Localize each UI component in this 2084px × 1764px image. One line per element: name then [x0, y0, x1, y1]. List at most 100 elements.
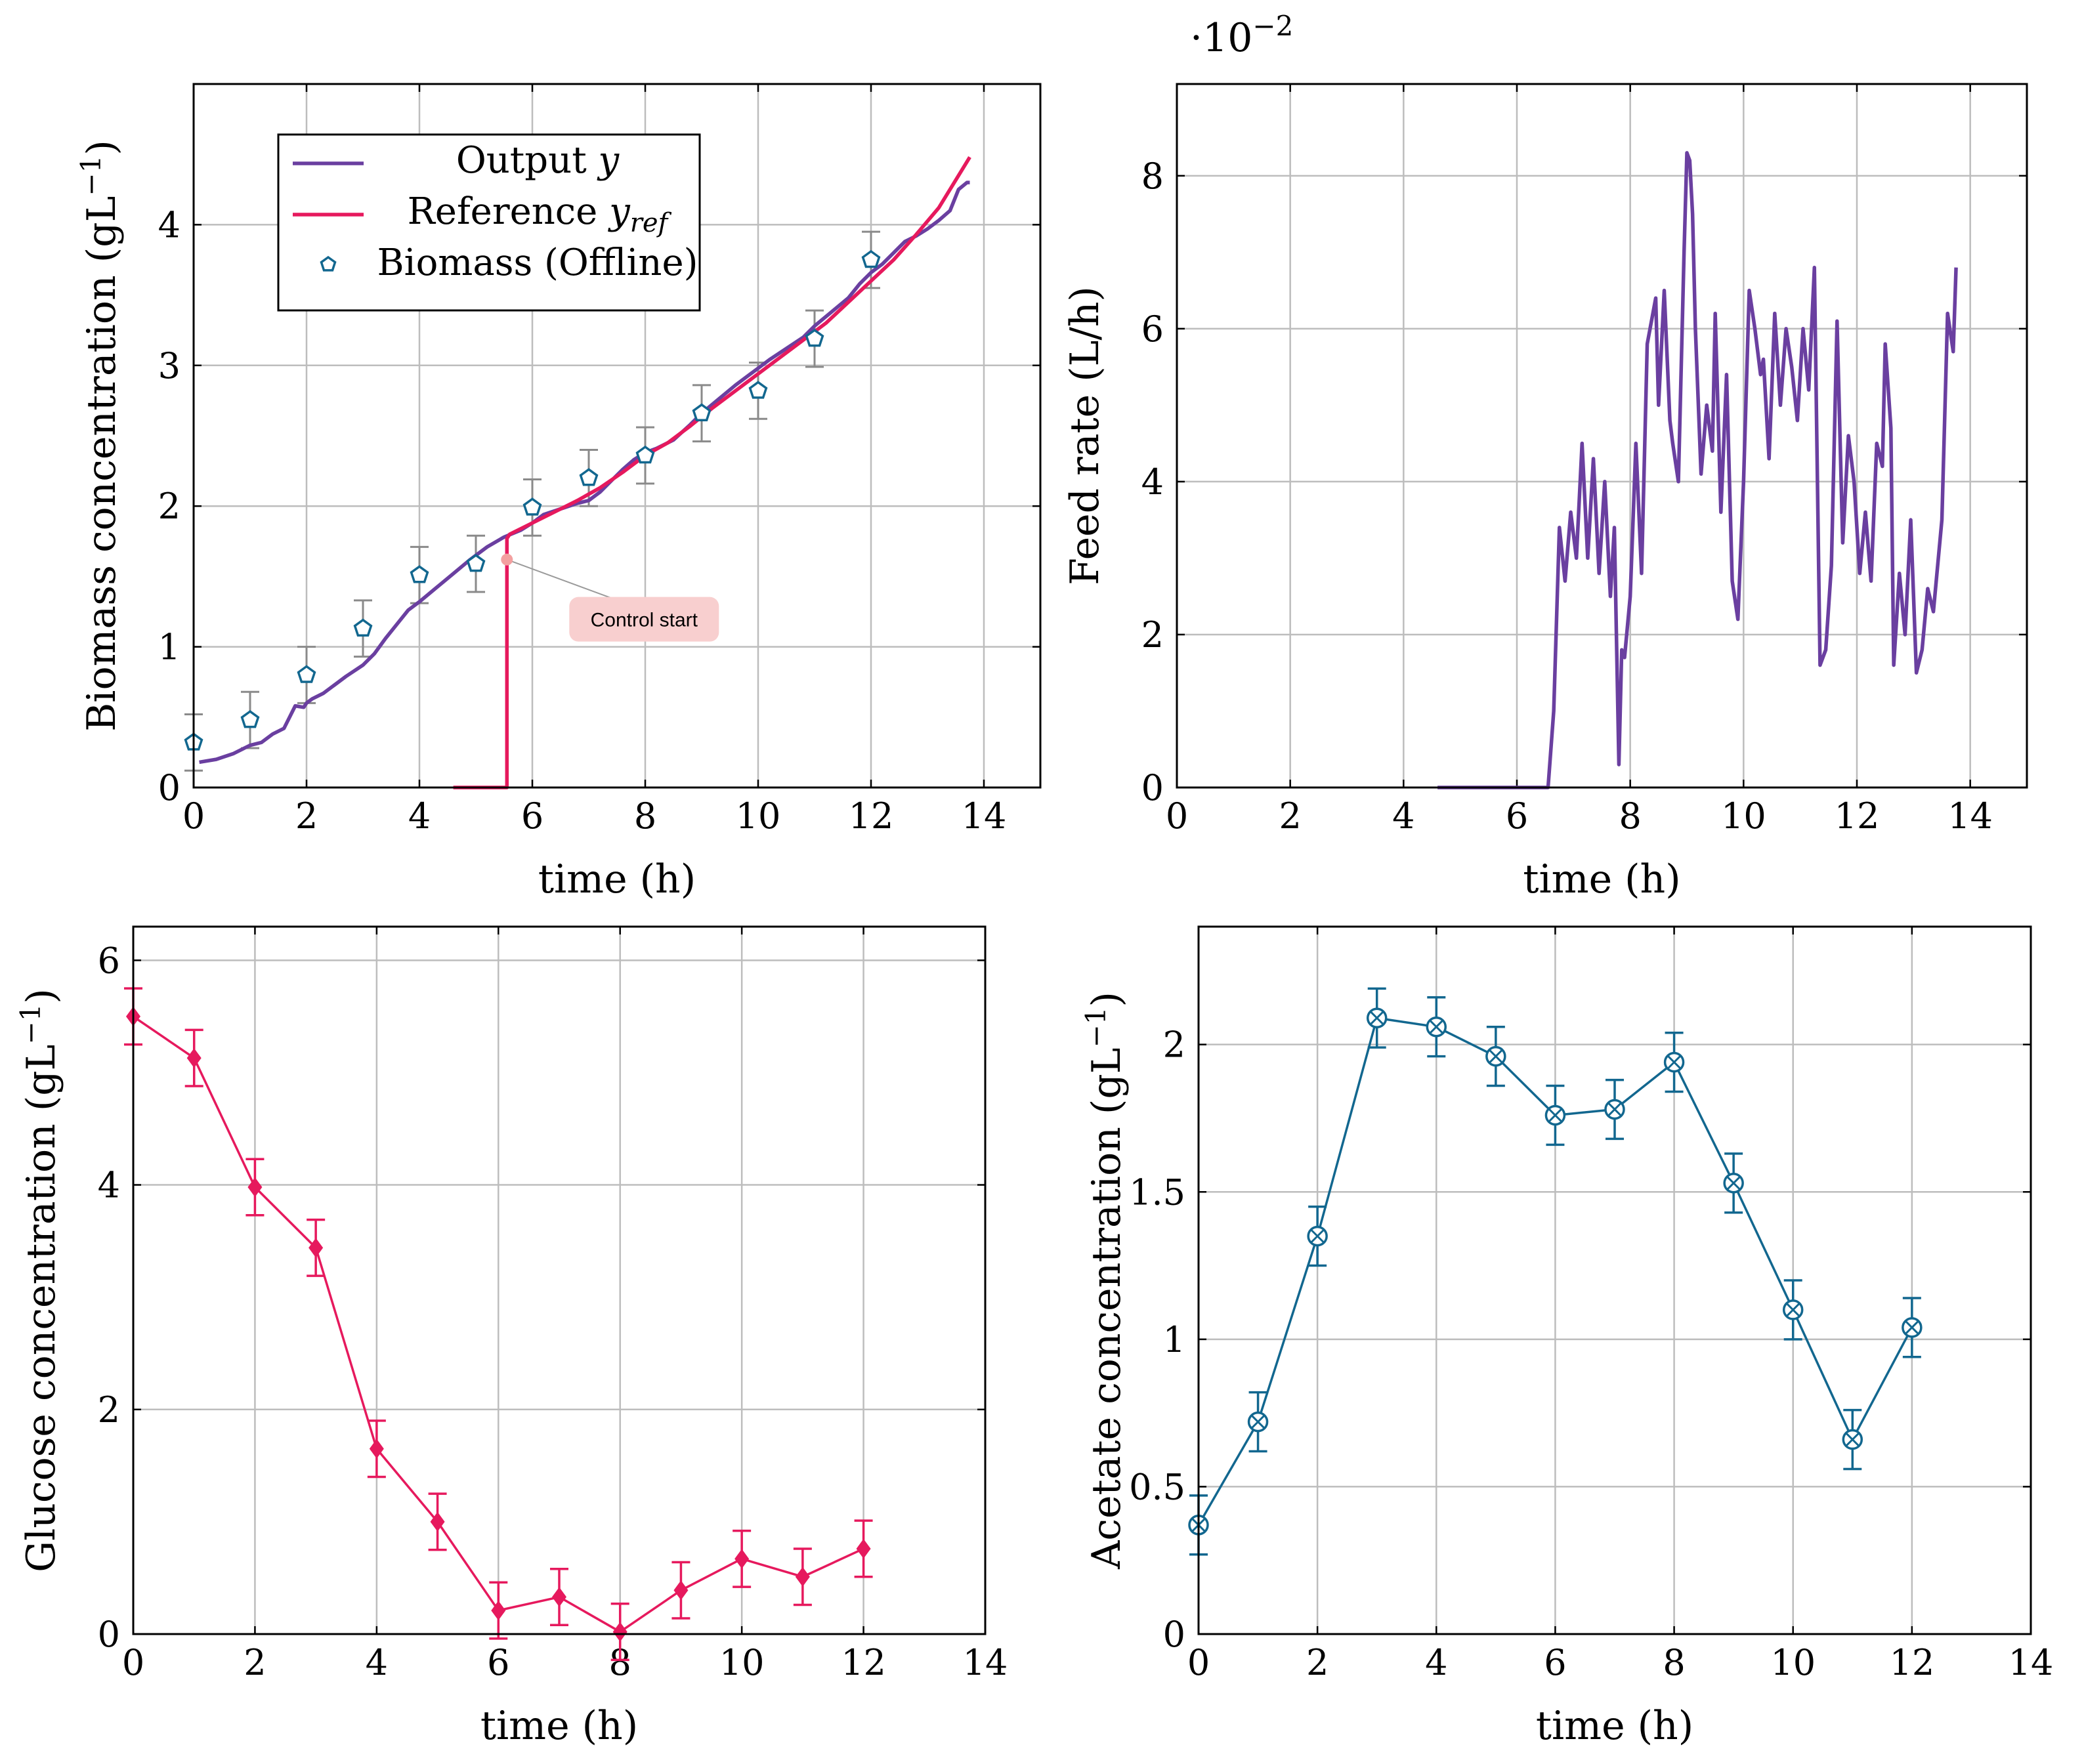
y-axis-label: Feed rate (L/h) [1062, 286, 1108, 585]
x-tick-label: 0 [182, 795, 205, 837]
y-tick-label: 2 [1141, 614, 1164, 656]
y-tick-label: 1.5 [1129, 1171, 1185, 1213]
y-tick-label: 4 [98, 1165, 120, 1206]
y-tick-label: 2 [158, 486, 181, 527]
callout-box [569, 597, 719, 642]
offline-biomass-marker [805, 328, 824, 347]
x-tick-label: 6 [1506, 795, 1528, 837]
x-tick-label: 12 [841, 1642, 886, 1683]
x-tick-label: 2 [295, 795, 318, 837]
x-tick-label: 14 [962, 795, 1007, 837]
data-point [1723, 1173, 1744, 1194]
y-tick-label: 0 [1141, 767, 1164, 808]
data-point [491, 1601, 506, 1621]
data-point [186, 1048, 202, 1068]
x-tick-label: 8 [634, 795, 656, 837]
data-point [552, 1587, 566, 1607]
data-point-cross [1785, 1302, 1800, 1317]
x-tick-label: 10 [1770, 1642, 1816, 1683]
y-tick-label: 6 [1141, 308, 1164, 350]
acetate-chart: 0 2 4 6 8 10 12 14 0 0.5 1 1.5 2 time (h) Acetate conc… [1080, 925, 2054, 1749]
data-point [369, 1438, 384, 1459]
x-tick-label: 8 [1619, 795, 1641, 837]
data-point [308, 1238, 324, 1258]
offline-biomass-marker [692, 403, 712, 421]
data-point [430, 1511, 445, 1532]
data-point [1782, 1299, 1804, 1320]
glucose-grid [132, 927, 987, 1635]
y-tick-label: 1 [158, 627, 181, 668]
x-tick-label: 4 [1425, 1642, 1447, 1683]
y-tick-label: 2 [98, 1389, 120, 1431]
offline-biomass-marker [522, 497, 542, 516]
x-tick-label: 6 [487, 1642, 509, 1683]
x-tick-label: 0 [1166, 795, 1188, 837]
data-point-cross [1310, 1228, 1325, 1244]
data-point [734, 1549, 750, 1569]
offline-biomass-marker [240, 709, 260, 728]
y-tick-label: 3 [158, 345, 181, 387]
data-point [1366, 1007, 1388, 1028]
y-tick-label: 0 [98, 1614, 120, 1655]
x-tick-label: 2 [1306, 1642, 1329, 1683]
x-tick-label: 4 [366, 1642, 388, 1683]
x-tick-label: 0 [122, 1642, 144, 1683]
offline-biomass-marker [297, 665, 316, 683]
data-point [1902, 1317, 1923, 1338]
x-tick-label: 8 [1663, 1642, 1685, 1683]
axis-scale-label: ·10−2 [1190, 10, 1293, 61]
y-tick-label: 0.5 [1129, 1466, 1185, 1507]
y-tick-label: 1 [1163, 1319, 1185, 1360]
legend-label: Reference yref [408, 190, 672, 238]
plot-frame [1176, 83, 2028, 789]
plot-frame [132, 925, 987, 1635]
legend-label: Biomass (Offline) [377, 242, 698, 284]
x-axis-label: time (h) [1523, 856, 1680, 902]
data-point-cross [1904, 1320, 1919, 1335]
data-point [1485, 1045, 1506, 1067]
data-point-cross [1488, 1049, 1503, 1064]
data-point [795, 1566, 810, 1587]
feed-rate-chart: 0 2 4 6 8 10 12 14 0 2 4 6 8 time (h) Feed rate (L/h) ·… [1062, 10, 2028, 902]
data-point-cross [1250, 1414, 1265, 1429]
offline-biomass-marker [353, 618, 373, 637]
offline-biomass-marker [635, 445, 655, 464]
data-point [1426, 1016, 1447, 1038]
x-tick-label: 10 [719, 1642, 765, 1683]
x-axis-label: time (h) [538, 856, 696, 902]
callout-dot [501, 553, 513, 566]
data-point [856, 1538, 871, 1559]
x-tick-label: 12 [1835, 795, 1880, 837]
plot-frame [192, 83, 1042, 789]
x-tick-label: 2 [244, 1642, 266, 1683]
y-tick-label: 0 [1163, 1614, 1185, 1655]
series-line [1437, 151, 1958, 789]
data-point [612, 1622, 627, 1642]
data-point-cross [1726, 1175, 1741, 1190]
legend-swatch-offline [320, 255, 337, 272]
data-point-cross [1667, 1055, 1682, 1070]
x-tick-label: 14 [2009, 1642, 2054, 1683]
series-line [199, 180, 970, 765]
y-tick-label: 4 [1141, 461, 1164, 503]
x-tick-label: 4 [408, 795, 431, 837]
y-tick-label: 8 [1141, 156, 1164, 197]
x-tick-label: 2 [1279, 795, 1301, 837]
y-tick-label: 6 [98, 940, 120, 981]
data-point [1663, 1051, 1685, 1073]
x-tick-label: 6 [1544, 1642, 1566, 1683]
acetate-grid [1197, 927, 2032, 1635]
data-point-cross [1548, 1108, 1563, 1123]
offline-biomass-marker [410, 565, 429, 583]
data-point-cross [1845, 1432, 1860, 1447]
data-point [1842, 1429, 1863, 1450]
x-tick-label: 12 [1889, 1642, 1934, 1683]
data-point [1307, 1225, 1328, 1247]
data-point [673, 1580, 689, 1601]
y-tick-label: 2 [1163, 1024, 1185, 1066]
offline-biomass-marker [579, 468, 599, 486]
x-tick-label: 14 [1947, 795, 1993, 837]
